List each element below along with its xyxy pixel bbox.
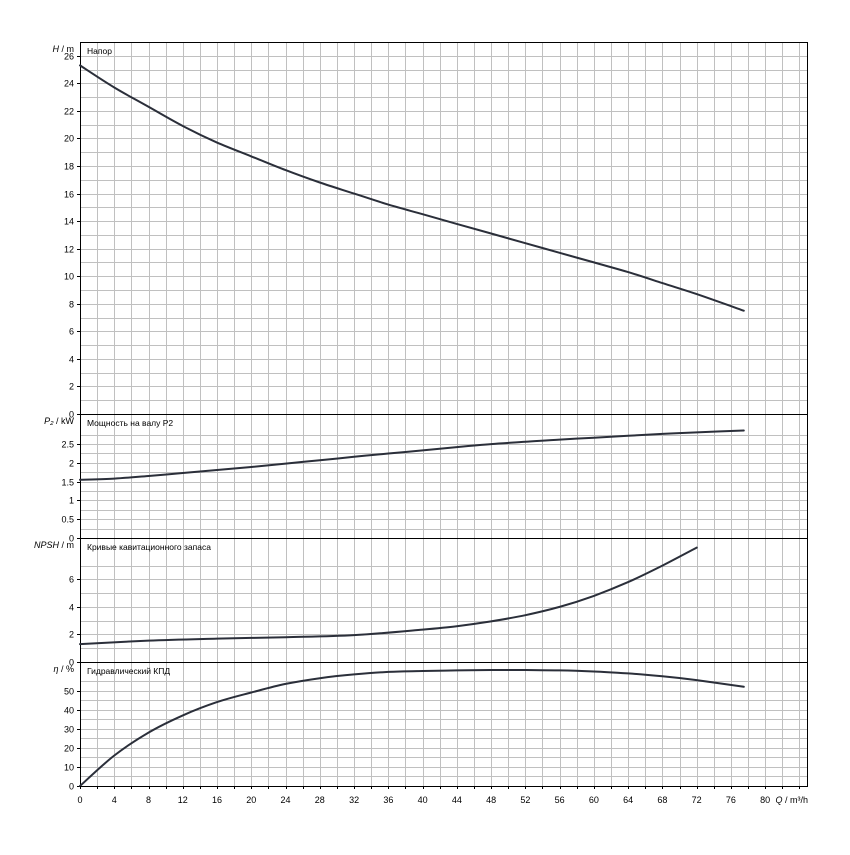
panel-2: 0 0.5 1 1.5 2 2.5 P₂ / kW Мощность на валу P2 — [44, 414, 808, 544]
x-axis: 0 4 8 12 16 20 24 28 32 36 40 44 48 52 56 60 64 68 72 76 80 Q… — [77, 786, 808, 805]
x-tick-label: 52 — [520, 795, 530, 805]
panel-title: Гидравлический КПД — [87, 666, 170, 676]
y-tick-label: 0 — [69, 534, 74, 544]
y-tick-label: 8 — [69, 300, 74, 310]
y-axis-label: H / m — [53, 44, 75, 54]
y-tick-label: 0.5 — [61, 515, 74, 525]
y-tick-label: 20 — [64, 744, 74, 754]
panel-frame — [80, 538, 808, 663]
x-tick-label: 8 — [146, 795, 151, 805]
series-line — [79, 546, 698, 646]
y-tick-label: 20 — [64, 134, 74, 144]
series-line — [79, 668, 745, 787]
y-tick-label: 1.5 — [61, 478, 74, 488]
y-tick-label: 40 — [64, 706, 74, 716]
x-tick-label: 4 — [112, 795, 117, 805]
y-tick-label: 22 — [64, 107, 74, 117]
y-axis-label: NPSH / m — [34, 540, 74, 550]
y-tick-label: 24 — [64, 79, 74, 89]
x-tick-label: 44 — [452, 795, 462, 805]
x-tick-label: 36 — [383, 795, 393, 805]
y-axis-label: η / % — [53, 664, 74, 674]
panel-title: Кривые кавитационного запаса — [87, 542, 211, 552]
y-tick-label: 16 — [64, 190, 74, 200]
x-tick-label: 56 — [555, 795, 565, 805]
panel-4: 0 10 20 30 40 50 η / % Гидравлический КПД — [53, 662, 808, 792]
x-tick-label: 68 — [657, 795, 667, 805]
y-tick-label: 4 — [69, 355, 74, 365]
x-tick-label: 32 — [349, 795, 359, 805]
y-tick-label: 18 — [64, 162, 74, 172]
y-tick-label: 50 — [64, 687, 74, 697]
x-tick-label: 16 — [212, 795, 222, 805]
panel-title: Мощность на валу P2 — [87, 418, 173, 428]
x-tick-label: 24 — [281, 795, 291, 805]
y-tick-label: 4 — [69, 603, 74, 613]
y-tick-label: 1 — [69, 496, 74, 506]
y-tick-label: 2 — [69, 382, 74, 392]
x-tick-label: 20 — [246, 795, 256, 805]
y-tick-label: 2 — [69, 630, 74, 640]
x-tick-label: 0 — [77, 795, 82, 805]
series-line — [79, 64, 745, 312]
x-tick-label: 48 — [486, 795, 496, 805]
y-tick-label: 30 — [64, 725, 74, 735]
y-tick-label: 0 — [69, 782, 74, 792]
panel-title: Напор — [87, 46, 112, 56]
y-tick-label: 0 — [69, 658, 74, 668]
x-tick-label: 80 — [760, 795, 770, 805]
y-tick-label: 2 — [69, 459, 74, 469]
x-tick-label: 28 — [315, 795, 325, 805]
y-tick-label: 6 — [69, 575, 74, 585]
panel-3: 0 2 4 6 NPSH / m Кривые кавитационного запаса — [34, 538, 808, 668]
x-tick-label: 76 — [726, 795, 736, 805]
x-tick-label: 72 — [692, 795, 702, 805]
y-tick-label: 2.5 — [61, 440, 74, 450]
y-tick-label: 12 — [64, 245, 74, 255]
x-tick-label: 40 — [418, 795, 428, 805]
x-axis-label: Q / m³/h — [775, 795, 808, 805]
y-tick-label: 0 — [69, 410, 74, 420]
x-tick-label: 64 — [623, 795, 633, 805]
x-tick-label: 60 — [589, 795, 599, 805]
y-tick-label: 26 — [64, 52, 74, 62]
y-tick-label: 14 — [64, 217, 74, 227]
panel-frame — [80, 42, 808, 415]
panel-frame — [80, 662, 808, 787]
y-tick-label: 10 — [64, 272, 74, 282]
y-tick-label: 10 — [64, 763, 74, 773]
series-line — [79, 429, 745, 481]
y-tick-label: 6 — [69, 327, 74, 337]
x-tick-label: 12 — [178, 795, 188, 805]
y-axis-label: P₂ / kW — [44, 416, 74, 426]
